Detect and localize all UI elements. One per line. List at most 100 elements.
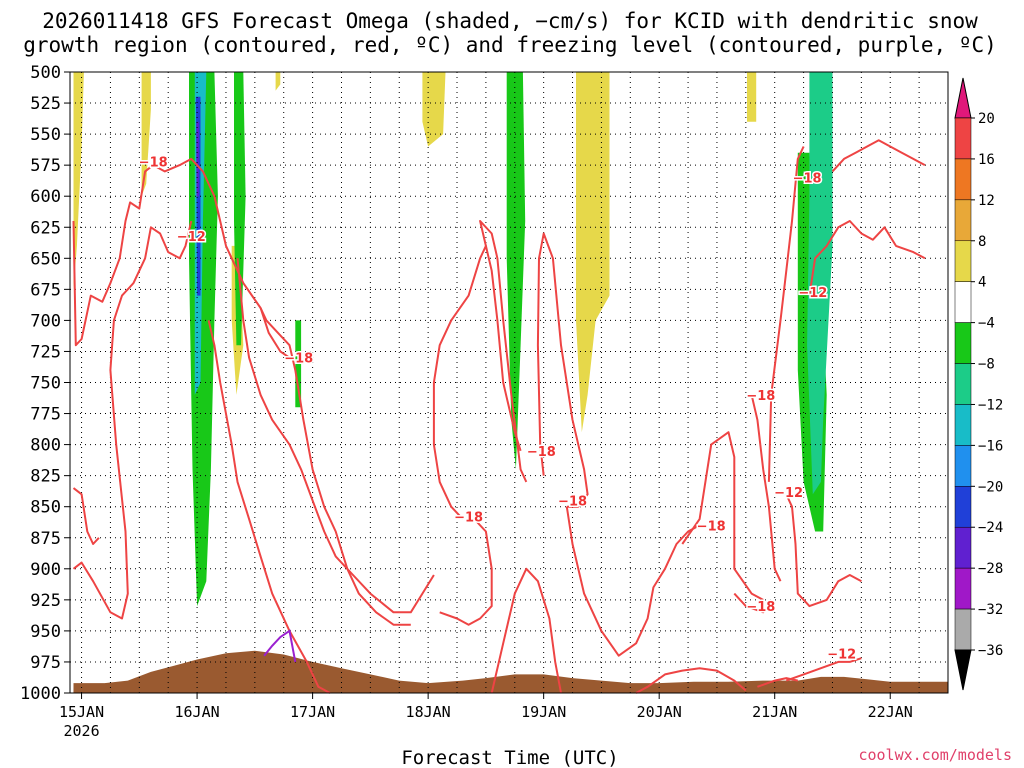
contour-label-3: −18 [454,511,483,526]
omega-shade-green-11 [506,72,526,470]
contour-label-2: −18 [284,352,313,367]
dgz-contour-7 [439,518,493,626]
y-tick-label-925: 925 [30,591,61,611]
colorbar-segment-0 [954,117,972,160]
contour-label-layer: −18 −12 −18 −18 −18 −18 −18 −18 −18 −12 −18 −12 −12 [137,154,858,664]
dgz-contour-0 [72,157,291,359]
freezing-level-contour-0 [263,629,297,663]
contour-label-11: −12 [798,286,827,301]
contour-label-8: −18 [746,389,775,404]
y-tick-label-975: 975 [30,653,61,673]
dgz-contour-layer [72,139,926,694]
colorbar-segment-1 [954,158,972,201]
contour-label-10: −18 [793,172,822,187]
y-tick-label-675: 675 [30,280,61,300]
y-tick-label-1000: 1000 [20,684,61,704]
y-tick-label-950: 950 [30,622,61,642]
dgz-contour-12 [733,592,770,614]
colorbar-label-4: 4 [978,275,986,291]
colorbar-label-11: −28 [978,561,1003,577]
dgz-contour-19 [72,487,100,545]
x-tick-label-18JAN: 18JAN [406,703,451,721]
x-tick-sublabel-year: 2026 [63,722,99,740]
x-tick-label-22JAN: 22JAN [868,703,913,721]
colorbar-bottom-triangle [954,649,972,691]
y-tick-label-625: 625 [30,218,61,238]
dgz-contour-3 [236,258,435,614]
omega-shade-yellow-5 [422,72,446,147]
y-tick-label-700: 700 [30,311,61,331]
y-tick-label-525: 525 [30,94,61,114]
colorbar-segment-2 [954,199,972,242]
y-tick-label-850: 850 [30,498,61,518]
y-tick-label-650: 650 [30,249,61,269]
contour-label-9: −12 [774,486,803,501]
colorbar-segment-7 [954,404,972,446]
colorbar-label-1: 16 [978,152,995,168]
dgz-contour-16 [808,220,926,296]
chart-title-line-1: 2026011418 GFS Forecast Omega (shaded, −… [42,9,978,33]
dgz-contour-15 [785,493,862,608]
colorbar-label-0: 20 [978,111,995,127]
x-tick-label-20JAN: 20JAN [637,703,682,721]
y-tick-label-775: 775 [30,405,61,425]
contour-label-7: −18 [746,600,775,615]
omega-shade-yellow-0 [73,72,84,290]
x-tick-label-19JAN: 19JAN [521,703,566,721]
dgz-contour-17 [831,139,926,173]
contour-label-6: −18 [697,519,726,534]
contour-label-5: −18 [558,494,587,509]
x-tick-label-21JAN: 21JAN [752,703,797,721]
omega-shade-green-9 [234,72,246,346]
colorbar-top-triangle [954,77,972,119]
grid-layer [70,71,949,694]
colorbar-label-10: −24 [978,520,1003,536]
contour-label-0: −18 [139,155,168,170]
dgz-contour-5 [432,244,522,520]
dgz-contour-9 [565,506,701,657]
x-tick-label-17JAN: 17JAN [290,703,335,721]
y-tick-label-575: 575 [30,156,61,176]
contour-label-4: −18 [527,445,556,460]
x-axis-title: Forecast Time (UTC) [401,747,618,768]
y-tick-label-900: 900 [30,560,61,580]
dgz-contour-20 [635,667,747,694]
contour-label-12: −12 [827,647,856,662]
colorbar-segment-10 [954,526,972,569]
chart-title-line-2: growth region (contoured, red, ºC) and f… [23,33,997,57]
omega-shade-green-10 [295,320,302,408]
y-axis: 500 525 550 575 600 625 650 675 700 725 750 775 800 8… [20,63,70,704]
dgz-contour-14 [767,146,805,482]
colorbar-label-6: −8 [978,357,995,373]
y-tick-label-500: 500 [30,63,61,83]
colorbar-label-7: −12 [978,397,1003,413]
colorbar-label-13: −36 [978,643,1003,659]
colorbar-label-2: 12 [978,193,995,209]
terrain-fill [73,650,948,693]
dgz-contour-6 [479,220,528,483]
y-tick-label-875: 875 [30,529,61,549]
dgz-contour-21 [757,677,799,688]
y-tick-label-750: 750 [30,374,61,394]
contour-label-1: −12 [177,230,206,245]
colorbar-segment-11 [954,567,972,610]
dgz-contour-2 [207,320,331,694]
dgz-contour-10 [490,567,562,694]
omega-shade-yellow-7 [747,72,757,122]
colorbar-segment-5 [954,322,972,364]
y-tick-label-600: 600 [30,187,61,207]
colorbar-segment-3 [954,240,972,282]
omega-shade-yellow-4 [275,72,281,91]
freezing-level-layer [263,629,297,663]
colorbar-segment-8 [954,445,972,487]
omega-shade-yellow-6 [576,72,610,433]
colorbar: 20 16 12 8 4 −4 −8 −12 −16 −20 −24 −28 −32 −36 [954,77,1003,691]
dgz-contour-11 [681,431,764,601]
dgz-contour-18 [785,657,862,682]
colorbar-label-3: 8 [978,234,986,250]
y-tick-label-825: 825 [30,467,61,487]
y-tick-label-800: 800 [30,436,61,456]
dgz-contour-1 [72,220,193,620]
colorbar-segment-12 [954,608,972,651]
